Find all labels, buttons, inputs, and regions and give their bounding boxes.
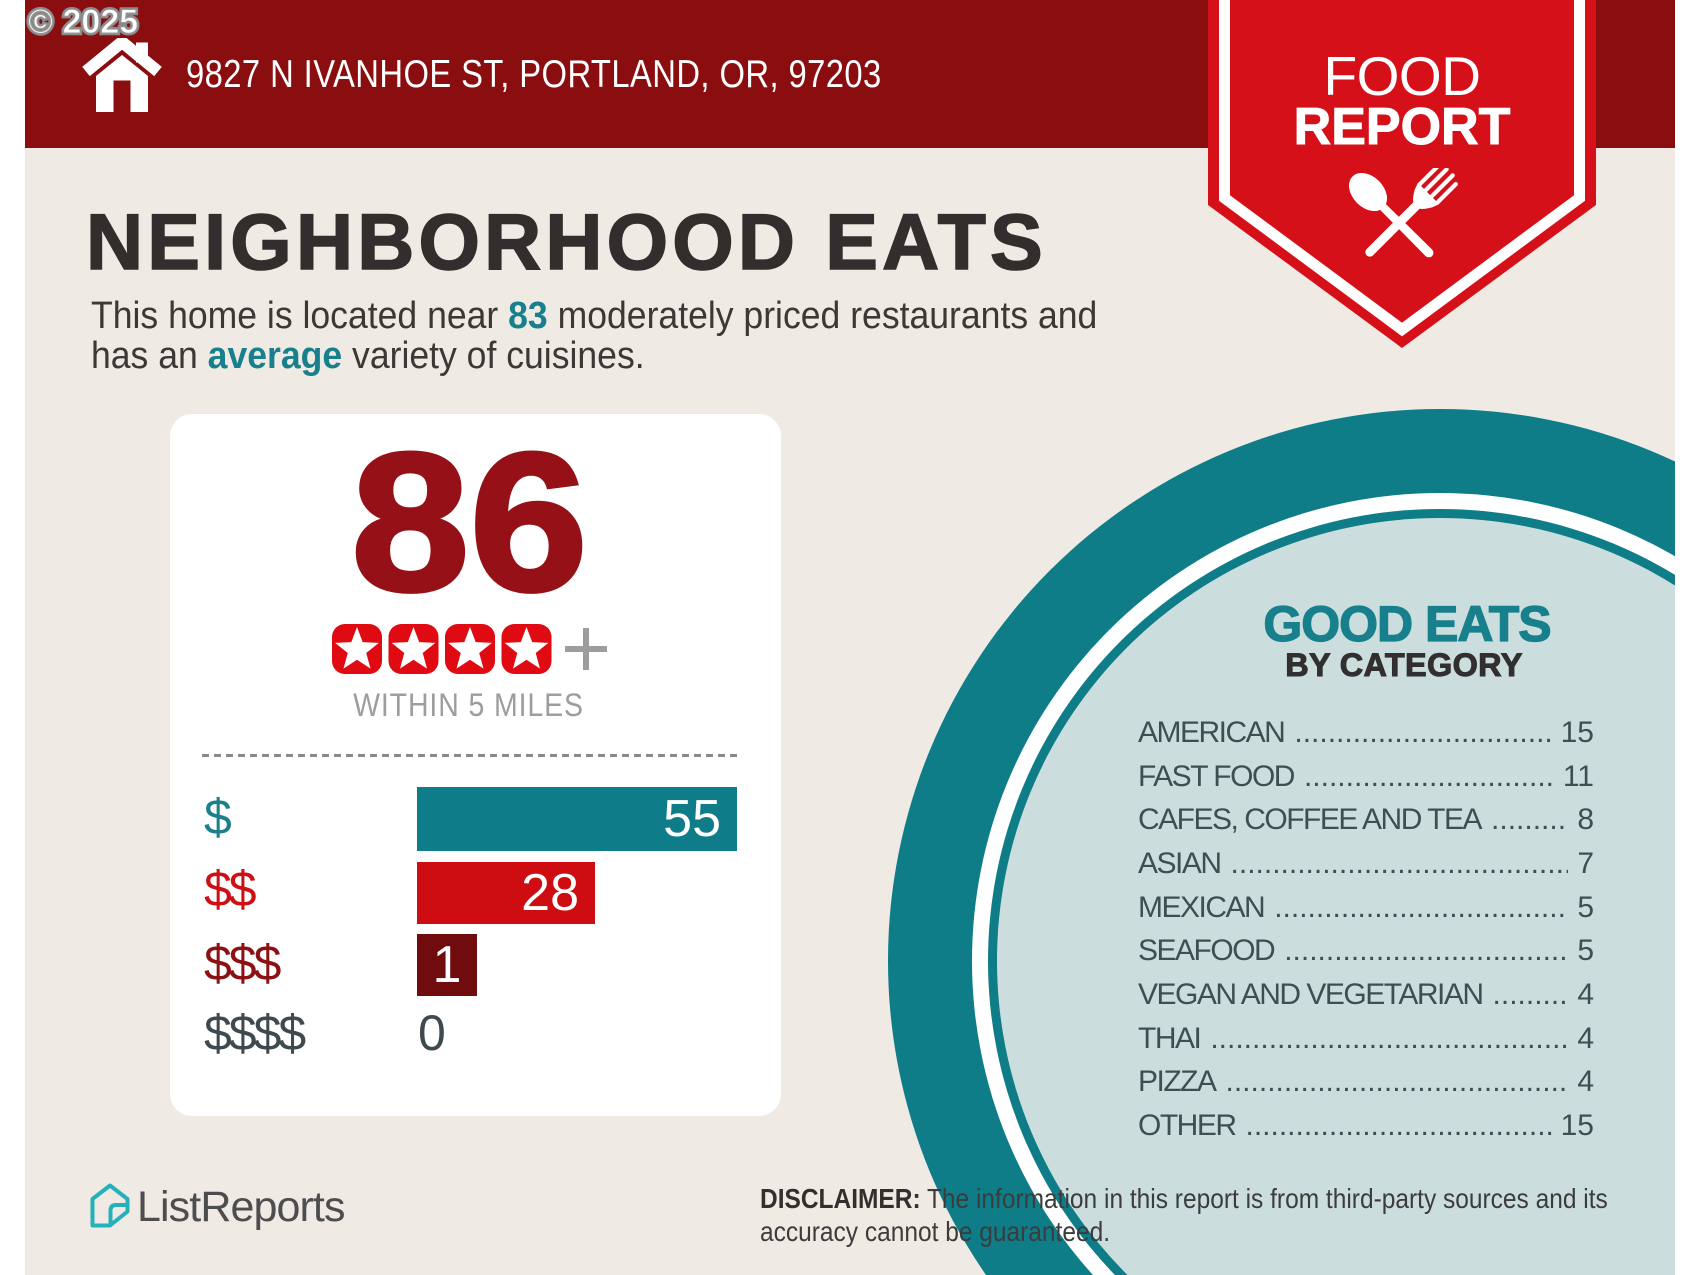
svg-text:© 2025: © 2025 [28, 3, 138, 41]
svg-text:© 2025: © 2025 [28, 3, 138, 41]
